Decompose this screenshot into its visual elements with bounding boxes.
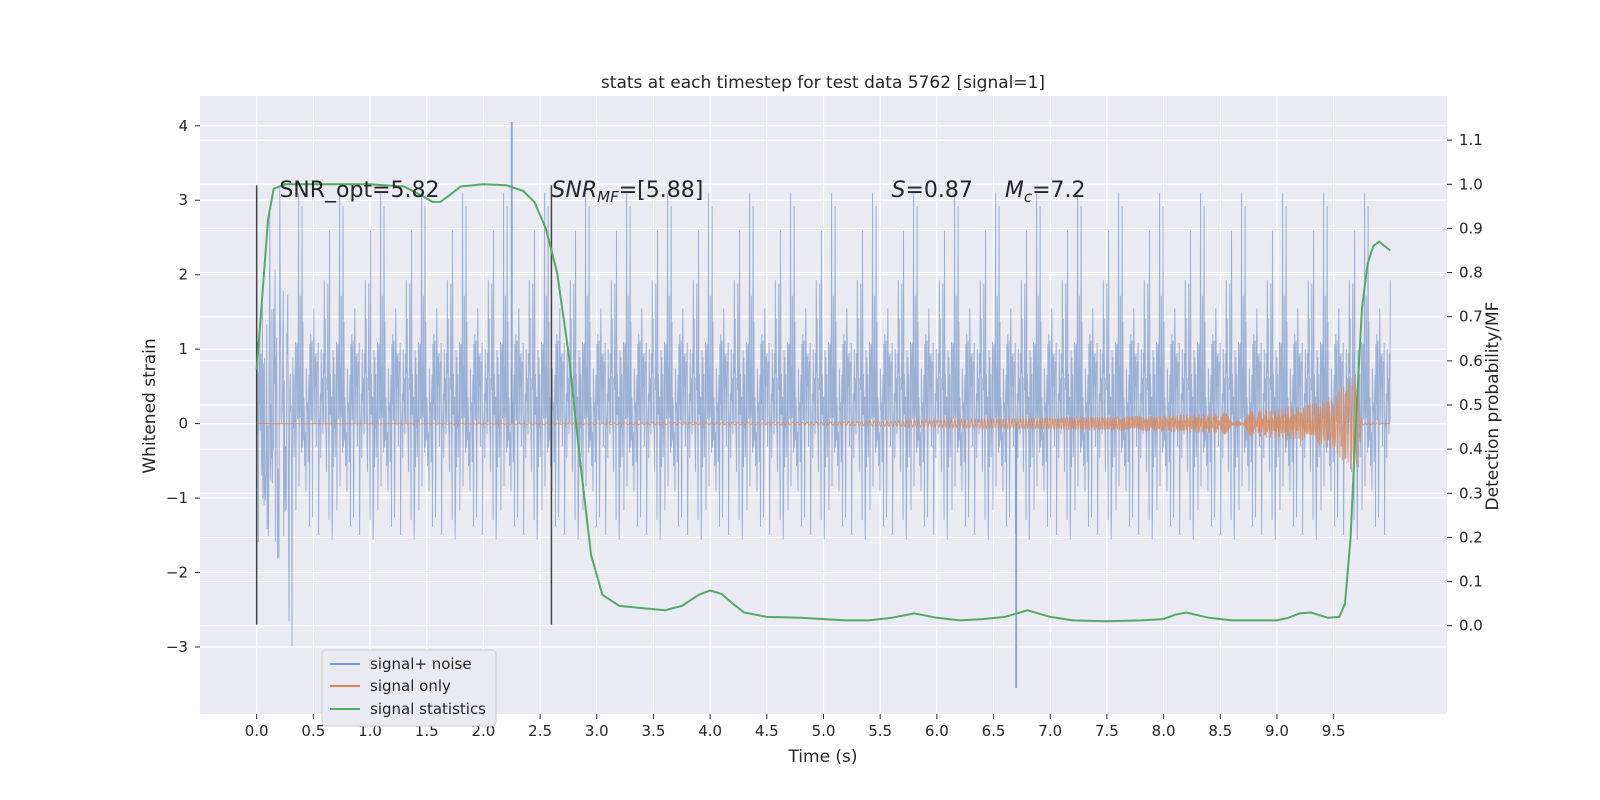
x-tick-label: 5.0 — [812, 722, 836, 740]
x-tick-label: 6.0 — [925, 722, 949, 740]
x-tick-label: 4.0 — [698, 722, 722, 740]
x-tick-label: 8.5 — [1208, 722, 1232, 740]
legend-entry-signal: signal only — [370, 677, 451, 695]
y-tick-label-right: 0.7 — [1459, 308, 1483, 326]
y-tick-label-right: 0.6 — [1459, 352, 1483, 370]
y-tick-label: 3 — [178, 191, 188, 209]
y-tick-label: 2 — [178, 266, 188, 284]
y-tick-label: 1 — [178, 340, 188, 358]
series-signal-plus-noise — [256, 122, 1391, 688]
x-tick-label: 0.0 — [245, 722, 269, 740]
annotation: Mc=7.2 — [1005, 178, 1086, 206]
annotation: S=0.87 — [892, 178, 973, 203]
y-tick-label-right: 0.2 — [1459, 528, 1483, 546]
y-axis-label: Whitened strain — [140, 338, 160, 473]
stats-line — [255, 183, 1391, 623]
x-tick-label: 0.5 — [301, 722, 325, 740]
signal-trace — [256, 374, 1391, 472]
legend-box — [321, 649, 497, 727]
x-tick-label: 8.0 — [1152, 722, 1176, 740]
y-tick-label-right: 1.0 — [1459, 175, 1483, 193]
x-ticks: 0.0 0.5 1.0 1.5 2.0 2.5 3.0 3.5 4.0 4.5 5.0 5.5 6.0 6… — [245, 714, 1346, 740]
x-tick-label: 4.5 — [755, 722, 779, 740]
x-tick-label: 9.5 — [1322, 722, 1346, 740]
y-tick-label: −1 — [166, 489, 188, 507]
y-tick-label-right: 0.8 — [1459, 264, 1483, 282]
vertical-markers — [255, 185, 553, 625]
y-tick-label-right: 0.3 — [1459, 484, 1483, 502]
y-ticks-left: 4 3 2 1 0 −1 −2 −3 — [166, 117, 200, 656]
annotation: SNR_opt=5.82 — [279, 178, 439, 203]
series-signal-only — [256, 374, 1391, 472]
y-tick-label: −3 — [166, 638, 188, 656]
y-tick-label-right: 0.4 — [1459, 440, 1483, 458]
x-tick-label: 3.5 — [642, 722, 666, 740]
x-axis-label: Time (s) — [787, 747, 857, 767]
annotations: SNR_opt=5.82 SNRMF=[5.88] S=0.87 Mc=7.2 — [279, 178, 1085, 206]
x-tick-label: 7.0 — [1038, 722, 1062, 740]
annotation: SNRMF=[5.88] — [551, 178, 703, 206]
x-tick-label: 9.0 — [1265, 722, 1289, 740]
legend-entry-noise: signal+ noise — [370, 655, 472, 673]
y-tick-label: 0 — [178, 415, 188, 433]
legend: signal+ noise signal only signal statist… — [321, 649, 497, 727]
x-tick-label: 2.5 — [528, 722, 552, 740]
y-tick-label-right: 0.9 — [1459, 219, 1483, 237]
x-tick-label: 3.0 — [585, 722, 609, 740]
x-tick-label: 5.5 — [868, 722, 892, 740]
y-tick-label-right: 0.5 — [1459, 396, 1483, 414]
chart-title: stats at each timestep for test data 576… — [601, 73, 1045, 93]
x-tick-label: 7.5 — [1095, 722, 1119, 740]
y-tick-label-right: 0.1 — [1459, 573, 1483, 591]
x-tick-label: 6.5 — [982, 722, 1006, 740]
y-tick-label: 4 — [178, 117, 188, 135]
legend-entry-stats: signal statistics — [370, 700, 486, 718]
y-tick-label-right: 0.0 — [1459, 617, 1483, 635]
y-tick-label: −2 — [166, 564, 188, 582]
y-ticks-right: 1.1 1.0 0.9 0.8 0.7 0.6 0.5 0.4 0.3 0.2 0.1 0.0 — [1447, 131, 1483, 635]
noise-trace — [256, 186, 1391, 646]
y-axis-label-right: Detection probability/MF — [1483, 302, 1503, 511]
y-tick-label-right: 1.1 — [1459, 131, 1483, 149]
series-signal-statistics — [255, 183, 1391, 623]
